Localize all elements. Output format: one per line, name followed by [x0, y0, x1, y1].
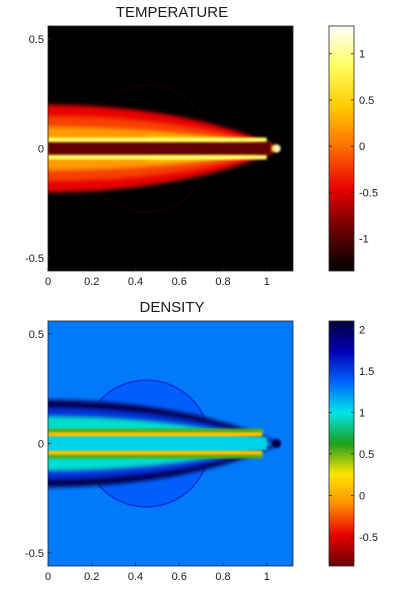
- density-title: DENSITY: [139, 299, 204, 316]
- x-tick-label: 0: [45, 276, 51, 288]
- y-tick-label: -0.5: [25, 548, 44, 560]
- colorbar-tick-label: 1.5: [359, 366, 374, 378]
- colorbar-gradient: [329, 321, 354, 566]
- x-tick-label: 0.8: [215, 276, 230, 288]
- density-heatmap: [48, 321, 293, 566]
- jet-lower-shear-layer: [48, 154, 267, 160]
- jet-upper-shear-layer: [48, 137, 267, 143]
- temperature-colorbar: -1 -0.5 0 0.5 1: [328, 25, 378, 272]
- x-tick-label: 0.8: [215, 571, 230, 583]
- jet-lower-shear-layer: [48, 450, 263, 457]
- density-axes: 0 0.2 0.4 0.6 0.8 1-0.500.5: [25, 320, 294, 583]
- colorbar-frame: [328, 25, 355, 272]
- x-tick-label: 1: [264, 276, 270, 288]
- x-tick-label: 0.2: [84, 276, 99, 288]
- colorbar-tick-label: -1: [359, 234, 369, 246]
- jet-tip: [272, 144, 281, 153]
- colorbar-tick-label: -0.5: [359, 187, 378, 199]
- x-tick-label: 0.6: [172, 571, 187, 583]
- jet-upper-green-band: [48, 428, 263, 433]
- colorbar-tick-label: 0.5: [359, 95, 374, 107]
- colorbar-tick-label: 0: [359, 141, 365, 153]
- jet-tip: [272, 439, 282, 448]
- jet-core: [48, 436, 267, 451]
- y-tick-label: 0: [38, 144, 44, 156]
- colorbar-frame: [328, 320, 355, 567]
- temperature-panel: TEMPERATURE 0 0.2 0.4 0.6 0.8 1-0.500.5 -1-0.…: [25, 4, 378, 288]
- x-tick-label: 0.4: [128, 571, 143, 583]
- jet-lower-green-band: [48, 454, 263, 459]
- y-tick-label: 0.5: [29, 34, 44, 46]
- x-tick-label: 0.6: [172, 276, 187, 288]
- x-tick-label: 0.4: [128, 276, 143, 288]
- colorbar-tick-label: 0.5: [359, 449, 374, 461]
- y-tick-label: -0.5: [25, 253, 44, 265]
- colorbar-gradient: [329, 26, 354, 271]
- colorbar-tick-label: -0.5: [359, 532, 378, 544]
- colorbar-tick-label: 2: [359, 324, 365, 336]
- temperature-axes: 0 0.2 0.4 0.6 0.8 1-0.500.5: [25, 25, 294, 288]
- x-tick-label: 1: [264, 571, 270, 583]
- colorbar-tick-label: 0: [359, 490, 365, 502]
- x-tick-label: 0: [45, 571, 51, 583]
- temperature-heatmap: [48, 26, 293, 271]
- density-panel: DENSITY 0 0.2 0.4 0.6 0.8 1-0.500.5 -0.500.51…: [25, 299, 378, 583]
- y-tick-label: 0.5: [29, 329, 44, 341]
- colorbar-tick-label: 1: [359, 407, 365, 419]
- temperature-title: TEMPERATURE: [116, 4, 228, 21]
- jet-upper-shear-layer: [48, 430, 263, 437]
- colorbar-tick-label: 1: [359, 49, 365, 61]
- x-tick-label: 0.2: [84, 571, 99, 583]
- density-colorbar: -0.5 0 0.5 1 1.5 2: [328, 320, 378, 567]
- y-tick-label: 0: [38, 439, 44, 451]
- jet-core: [48, 142, 272, 155]
